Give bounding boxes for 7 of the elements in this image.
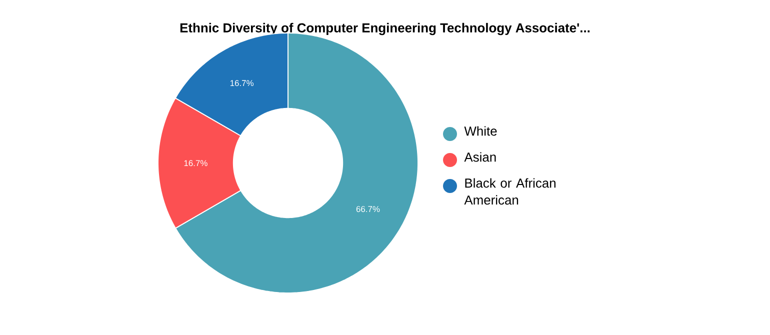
legend-label: Black or African American <box>464 178 556 205</box>
data-label: 66.7% <box>356 206 380 212</box>
legend-label: White <box>464 126 497 136</box>
data-label: 16.7% <box>230 80 254 86</box>
legend-label: Asian <box>464 152 496 162</box>
data-label: 16.7% <box>184 160 208 166</box>
chart-title: Ethnic Diversity of Computer Engineering Technology Associate'... <box>180 22 590 36</box>
